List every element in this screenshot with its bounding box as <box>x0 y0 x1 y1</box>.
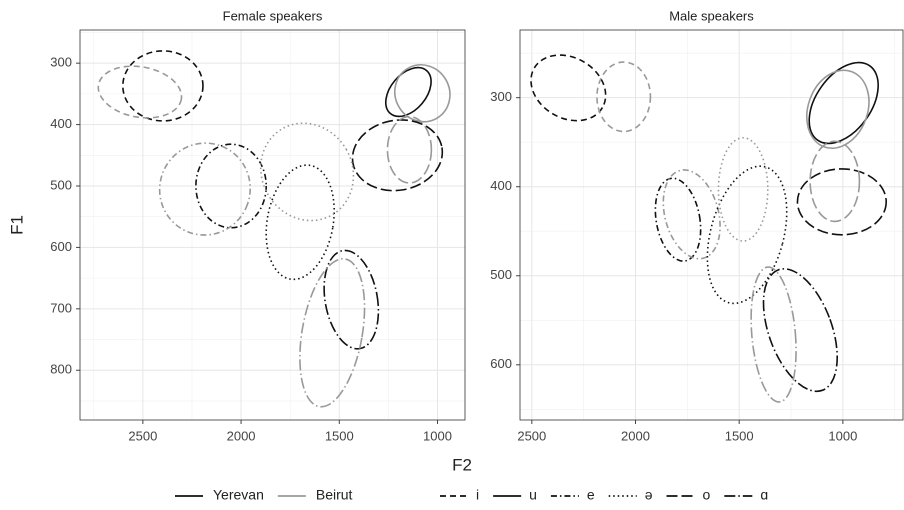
vowel-ellipse <box>97 65 183 119</box>
vowel-ellipse <box>806 69 870 150</box>
vowel-ellipse <box>384 66 432 118</box>
y-tick-label: 600 <box>490 356 512 371</box>
panel-background <box>80 30 465 420</box>
vowel-ellipse <box>717 136 769 242</box>
vowel-ellipse <box>654 177 702 262</box>
vowel-ellipse <box>796 168 888 236</box>
legend-label: ɑ <box>760 487 768 503</box>
legend-label: u <box>529 487 537 503</box>
vowel-ellipse <box>122 50 204 122</box>
vowel-ellipse <box>809 140 861 223</box>
vowel-ellipse <box>394 64 451 123</box>
x-tick-label: 1500 <box>325 428 354 443</box>
y-tick-label: 800 <box>50 362 72 377</box>
ellipse-layer <box>530 54 888 403</box>
panel-border <box>79 29 466 421</box>
x-tick-label: 1000 <box>423 428 452 443</box>
vowel-ellipse <box>265 164 336 281</box>
x-tick-label: 1500 <box>725 428 754 443</box>
vowel-ellipse <box>706 165 788 305</box>
x-tick-label: 2000 <box>227 428 256 443</box>
panel-title: Female speakers <box>223 8 323 23</box>
ellipse-layer <box>97 50 451 408</box>
legend-label: e <box>587 487 595 503</box>
x-tick-label: 2000 <box>621 428 650 443</box>
vowel-ellipse <box>195 143 268 229</box>
y-tick-label: 400 <box>490 178 512 193</box>
x-tick-label: 2500 <box>128 428 157 443</box>
x-axis-title: F2 <box>452 455 472 474</box>
vowel-ellipse <box>750 266 797 403</box>
vowel-ellipse <box>762 268 839 393</box>
vowel-ellipse <box>259 122 355 222</box>
y-tick-label: 400 <box>50 116 72 131</box>
x-tick-label: 2500 <box>517 428 546 443</box>
legend-label: o <box>703 487 711 503</box>
y-tick-label: 600 <box>50 239 72 254</box>
y-axis-title: F1 <box>7 215 26 235</box>
y-tick-label: 500 <box>490 267 512 282</box>
y-tick-label: 300 <box>490 89 512 104</box>
vowel-ellipse <box>662 169 721 260</box>
x-tick-label: 1000 <box>828 428 857 443</box>
vowel-ellipse <box>158 142 252 236</box>
vowel-ellipse <box>299 258 366 408</box>
panel-border <box>519 29 904 421</box>
vowel-ellipse <box>351 119 444 192</box>
legend-label: Beirut <box>316 487 353 503</box>
y-tick-label: 700 <box>50 300 72 315</box>
legend-label: i <box>476 487 479 503</box>
vowel-ellipse <box>386 115 433 184</box>
vowel-ellipse <box>596 61 652 133</box>
legend-label: ə <box>645 487 653 503</box>
legend-label: Yerevan <box>213 487 264 503</box>
y-tick-label: 500 <box>50 177 72 192</box>
y-tick-label: 300 <box>50 55 72 70</box>
panel-title: Male speakers <box>669 8 754 23</box>
